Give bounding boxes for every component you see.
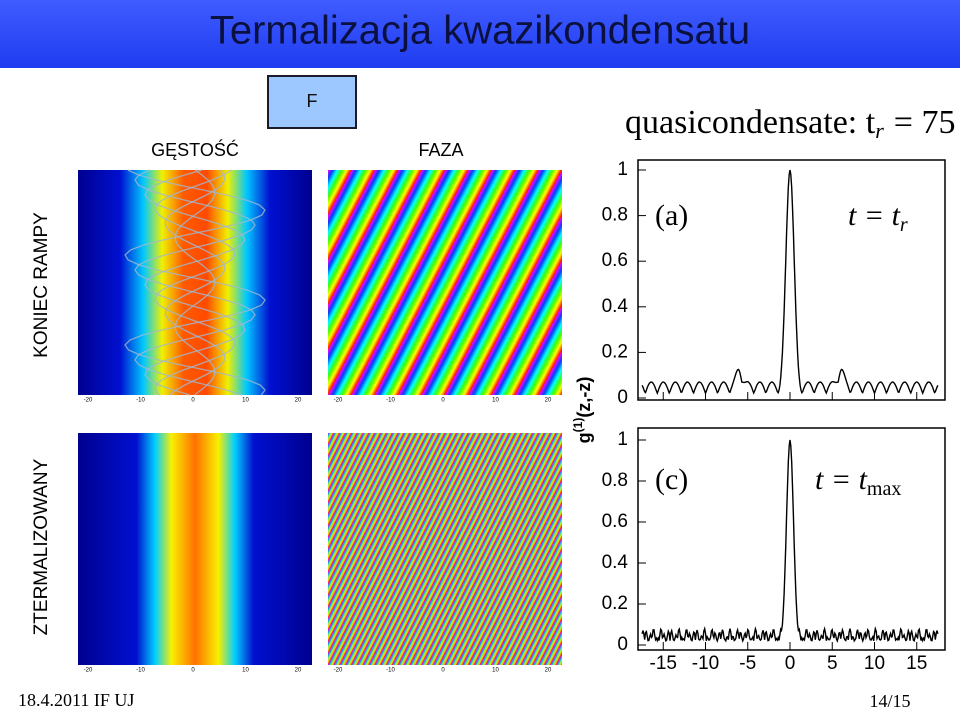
y-axis-label: g(1)(z,-z)	[571, 377, 594, 444]
panel-frame	[637, 427, 946, 651]
image-tick-label: -10	[386, 668, 395, 674]
y-tick-label: 0.2	[602, 593, 628, 614]
image-tick-label: -20	[84, 398, 93, 404]
button-label[interactable]: F	[307, 91, 318, 111]
column-header: GĘSTOŚĆ	[151, 139, 239, 160]
image-tick-label: 20	[295, 398, 302, 404]
x-tick-label: 15	[906, 653, 927, 674]
correlation-curve	[641, 439, 939, 644]
y-tick-label: 0.6	[602, 250, 628, 271]
image-tick-label: -10	[136, 398, 145, 404]
phase-image	[328, 170, 562, 395]
image-tick-label: -10	[386, 398, 395, 404]
image-tick-label: 0	[191, 668, 195, 674]
header-bar	[0, 0, 960, 68]
image-tick-label: 0	[441, 398, 445, 404]
panel-tag: (c)	[655, 463, 688, 496]
panel-tag: (a)	[655, 199, 688, 232]
image-tick-label: -20	[334, 668, 343, 674]
footer-date: 18.4.2011 IF UJ	[18, 690, 134, 710]
slide-title: Termalizacja kwazikondensatu	[210, 9, 750, 53]
y-tick-label: 0.4	[602, 552, 629, 573]
density-fringe	[124, 169, 266, 396]
page-number: 14/15	[869, 691, 910, 711]
image-tick-label: 20	[545, 668, 552, 674]
density-fringe	[154, 169, 236, 396]
y-tick-label: 1	[617, 159, 628, 180]
column-header: FAZA	[418, 140, 463, 160]
x-tick-label: 5	[827, 653, 838, 674]
image-tick-label: -20	[334, 398, 343, 404]
row-label: ZTERMALIZOWANY	[31, 458, 52, 635]
x-tick-label: -15	[650, 653, 677, 674]
image-tick-label: -20	[84, 668, 93, 674]
density-fringe	[164, 169, 226, 396]
y-tick-label: 0.8	[602, 205, 628, 226]
image-tick-label: 0	[191, 398, 195, 404]
image-tick-label: 10	[492, 668, 499, 674]
panel-label: t = tr	[848, 199, 908, 236]
y-tick-label: 0.2	[602, 341, 628, 362]
y-tick-label: 1	[617, 429, 628, 450]
y-tick-label: 0	[617, 634, 628, 655]
y-tick-label: 0.8	[602, 470, 628, 491]
image-tick-label: 20	[545, 398, 552, 404]
y-tick-label: 0.6	[602, 511, 628, 532]
image-tick-label: 10	[242, 668, 249, 674]
y-tick-label: 0	[617, 387, 628, 408]
row-label: KONIEC RAMPY	[31, 212, 52, 358]
density-fringe	[144, 169, 246, 396]
correlation-curve	[641, 169, 939, 396]
phase-image	[328, 433, 562, 665]
density-image	[78, 170, 312, 395]
x-tick-label: 0	[785, 653, 796, 674]
y-tick-label: 0.4	[602, 296, 629, 317]
x-tick-label: -10	[692, 653, 719, 674]
image-tick-label: 20	[295, 668, 302, 674]
graph-title: quasicondensate: tr = 75	[625, 104, 955, 143]
x-tick-label: -5	[739, 653, 756, 674]
density-fringe	[134, 169, 256, 396]
image-tick-label: 10	[242, 398, 249, 404]
density-image	[78, 433, 312, 665]
panel-frame	[637, 159, 946, 401]
panel-label: t = tmax	[815, 463, 901, 500]
image-tick-label: 10	[492, 398, 499, 404]
x-tick-label: 10	[864, 653, 885, 674]
button[interactable]	[267, 75, 357, 129]
image-tick-label: 0	[441, 668, 445, 674]
image-tick-label: -10	[136, 668, 145, 674]
